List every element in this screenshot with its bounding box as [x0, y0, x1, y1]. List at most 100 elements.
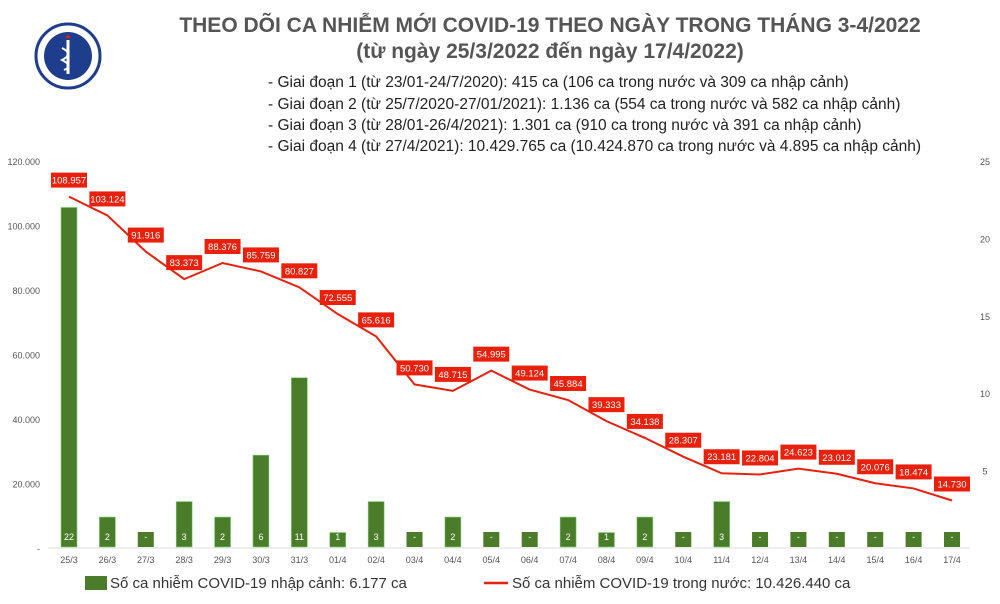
import-bar: [713, 501, 730, 548]
import-bar: [598, 532, 615, 548]
line-data-label: 80.827: [285, 266, 314, 277]
line-data-label: 65.616: [362, 315, 391, 326]
import-bar: [905, 532, 922, 547]
line-label-box: [89, 191, 126, 207]
right-axis-tick: 10: [980, 389, 990, 399]
x-tick-label: 06/4: [521, 555, 539, 565]
line-label-box: [857, 459, 894, 475]
x-tick-label: 25/3: [60, 555, 78, 565]
x-tick-label: 29/3: [214, 555, 232, 565]
bar-label: -: [874, 532, 877, 542]
x-tick-label: 27/3: [137, 555, 155, 565]
import-bar: [559, 516, 577, 548]
line-label-box: [166, 255, 203, 271]
bar-label: 6: [258, 532, 263, 542]
chart-title: THEO DÕI CA NHIỄM MỚI COVID-19 THEO NGÀY…: [179, 14, 921, 37]
line-label-box: [742, 450, 779, 466]
left-axis-tick: 80.000: [12, 286, 40, 296]
import-bar: [367, 501, 385, 548]
x-tick-label: 11/4: [713, 555, 730, 565]
x-tick-label: 10/4: [674, 555, 692, 565]
import-bar: [252, 454, 270, 548]
legend-line-label: Số ca nhiễm COVID-19 trong nước: 10.426.…: [512, 575, 851, 592]
import-bar: [636, 516, 654, 548]
legend-bar-label: Số ca nhiễm COVID-19 nhập cảnh: 6.177 ca: [110, 575, 408, 592]
bar-label: 2: [642, 532, 647, 542]
line-label-box: [319, 290, 356, 306]
x-tick-label: 28/3: [175, 555, 193, 565]
import-bar: [99, 516, 116, 548]
line-data-label: 108.957: [52, 176, 86, 187]
line-data-label: 34.138: [630, 417, 659, 428]
bar-label: -: [835, 532, 838, 542]
ministry-of-health-logo: [34, 8, 102, 104]
line-data-label: 91.916: [131, 231, 160, 242]
line-data-label: 48.715: [438, 370, 467, 381]
x-tick-label: 16/4: [905, 555, 923, 565]
line-label-box: [127, 227, 164, 243]
bar-label: 3: [182, 532, 187, 542]
bar-label: -: [144, 532, 147, 542]
import-bar: [329, 532, 347, 548]
bar-label: 22: [64, 532, 74, 542]
line-data-label: 45.884: [554, 379, 583, 390]
line-data-label: 23.012: [822, 453, 851, 464]
line-data-label: 85.759: [246, 250, 275, 261]
bar-label: 3: [374, 532, 379, 542]
bar-label: -: [490, 532, 493, 542]
bar-label: -: [951, 532, 954, 542]
line-label-box: [434, 366, 471, 382]
import-bar: [521, 532, 538, 547]
left-axis-tick: 40.000: [12, 415, 40, 425]
legend-bar-swatch: [85, 576, 107, 590]
line-data-label: 20.076: [861, 462, 890, 473]
bar-label: -: [912, 532, 915, 542]
line-data-label: 23.181: [707, 452, 736, 463]
x-tick-label: 09/4: [636, 555, 654, 565]
line-data-label: 24.623: [784, 448, 813, 459]
line-label-box: [511, 365, 548, 381]
x-tick-label: 05/4: [483, 555, 501, 565]
x-tick-label: 03/4: [406, 555, 424, 565]
line-label-box: [665, 432, 702, 448]
x-tick-label: 01/4: [329, 555, 347, 565]
line-label-box: [626, 413, 663, 429]
line-data-label: 88.376: [208, 242, 237, 253]
phase-note: - Giai đoạn 2 (từ 25/7/2020-27/01/2021):…: [268, 96, 901, 113]
line-label-box: [895, 464, 932, 480]
x-tick-label: 26/3: [99, 555, 117, 565]
line-data-label: 103.124: [90, 194, 124, 205]
import-bar: [444, 516, 462, 548]
left-axis-tick: 20.000: [12, 480, 40, 490]
bar-label: 2: [220, 532, 225, 542]
left-axis-tick: 60.000: [12, 351, 40, 361]
line-label-box: [550, 376, 587, 392]
left-axis-tick: -: [37, 544, 40, 554]
x-tick-label: 30/3: [252, 555, 270, 565]
bar-label: 2: [105, 532, 110, 542]
line-data-label: 50.730: [400, 363, 429, 374]
x-tick-label: 13/4: [790, 555, 808, 565]
bar-label: -: [759, 532, 762, 542]
line-data-label: 49.124: [515, 369, 544, 380]
x-tick-label: 04/4: [444, 555, 462, 565]
bar-label: -: [528, 532, 531, 542]
line-label-box: [588, 397, 625, 413]
line-label-box: [818, 449, 855, 465]
line-data-label: 39.333: [592, 400, 621, 411]
line-label-box: [703, 449, 740, 465]
line-data-label: 72.555: [323, 293, 352, 304]
right-axis-tick: 25: [980, 157, 990, 167]
line-label-box: [473, 346, 510, 362]
x-tick-label: 12/4: [751, 555, 769, 565]
left-axis-tick: 100.000: [7, 222, 40, 232]
right-axis-tick: 15: [980, 312, 990, 322]
import-bar: [291, 377, 308, 548]
line-data-label: 28.307: [669, 436, 698, 447]
bar-label: -: [797, 532, 800, 542]
import-bar: [483, 532, 500, 547]
x-tick-label: 17/4: [943, 555, 961, 565]
phase-note: - Giai đoạn 4 (từ 27/4/2021): 10.429.765…: [268, 138, 922, 155]
bar-label: -: [682, 532, 685, 542]
x-tick-label: 08/4: [598, 555, 616, 565]
